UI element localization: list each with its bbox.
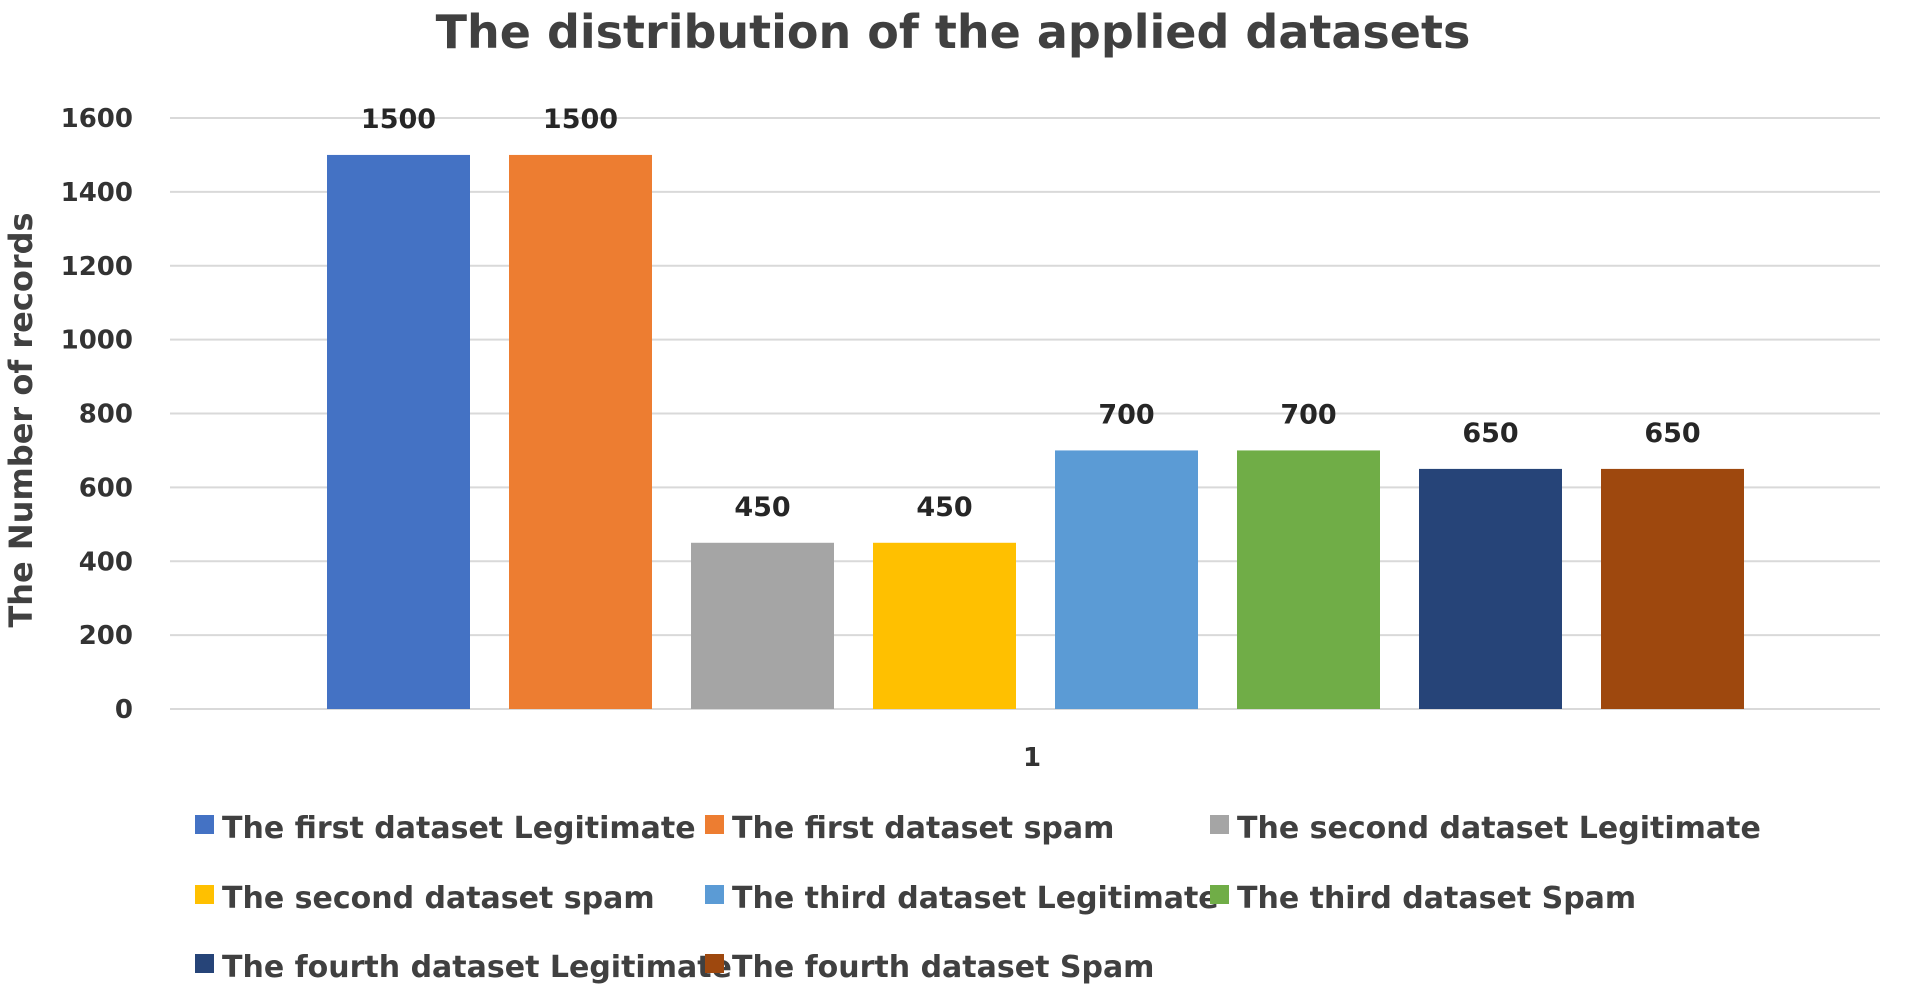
data-label: 450 [734, 492, 790, 523]
y-tick-label: 200 [79, 621, 133, 651]
legend-item: The first dataset Legitimate [195, 811, 696, 846]
y-tick-label: 0 [115, 695, 133, 725]
bar-2 [509, 154, 652, 709]
data-label: 650 [1644, 418, 1700, 449]
legend-label: The fourth dataset Legitimate [222, 950, 732, 985]
y-axis-label: The Number of records [2, 212, 40, 627]
legend-swatch [705, 885, 724, 904]
legend-label: The third dataset Spam [1237, 881, 1636, 916]
legend-label: The first dataset spam [732, 811, 1114, 846]
bar-4 [873, 542, 1016, 709]
bar-1 [327, 154, 470, 709]
data-label: 1500 [543, 104, 618, 135]
data-label: 700 [1280, 399, 1336, 430]
legend-label: The third dataset Legitimate [732, 881, 1219, 916]
y-tick-label: 1400 [61, 178, 133, 208]
bar-6 [1237, 450, 1380, 709]
x-tick-label: 1 [1023, 743, 1041, 773]
legend-item: The fourth dataset Legitimate [195, 950, 732, 985]
bar-7 [1419, 468, 1562, 709]
legend-swatch [705, 815, 724, 834]
legend-swatch [705, 954, 724, 973]
data-labels: 1500 1500 450 450 700 700 650 650 [361, 104, 1701, 523]
y-tick-label: 1200 [61, 252, 133, 282]
legend-label: The second dataset spam [222, 881, 655, 916]
chart-title: The distribution of the applied datasets [436, 5, 1471, 59]
y-tick-label: 400 [79, 547, 133, 577]
bar-3 [691, 542, 834, 709]
legend-item: The fourth dataset Spam [705, 950, 1154, 985]
data-label: 650 [1462, 418, 1518, 449]
legend-label: The first dataset Legitimate [222, 811, 696, 846]
legend: The first dataset Legitimate The first da… [195, 811, 1761, 985]
y-tick-label: 1000 [61, 326, 133, 356]
legend-label: The second dataset Legitimate [1237, 811, 1761, 846]
y-axis-ticks: 0 200 400 600 800 1000 1200 1400 1600 [61, 104, 133, 725]
legend-swatch [195, 885, 214, 904]
legend-label: The fourth dataset Spam [732, 950, 1154, 985]
legend-item: The third dataset Legitimate [705, 881, 1219, 916]
data-label: 450 [916, 492, 972, 523]
bars [327, 154, 1744, 709]
y-tick-label: 1600 [61, 104, 133, 134]
data-label: 1500 [361, 104, 436, 135]
bar-8 [1601, 468, 1744, 709]
bar-5 [1055, 450, 1198, 709]
y-tick-label: 600 [79, 473, 133, 503]
legend-swatch [195, 815, 214, 834]
y-tick-label: 800 [79, 400, 133, 430]
legend-swatch [1210, 885, 1229, 904]
legend-swatch [195, 954, 214, 973]
legend-item: The second dataset spam [195, 881, 655, 916]
legend-item: The first dataset spam [705, 811, 1114, 846]
legend-item: The second dataset Legitimate [1210, 811, 1761, 846]
legend-item: The third dataset Spam [1210, 881, 1636, 916]
data-label: 700 [1098, 399, 1154, 430]
legend-swatch [1210, 815, 1229, 834]
